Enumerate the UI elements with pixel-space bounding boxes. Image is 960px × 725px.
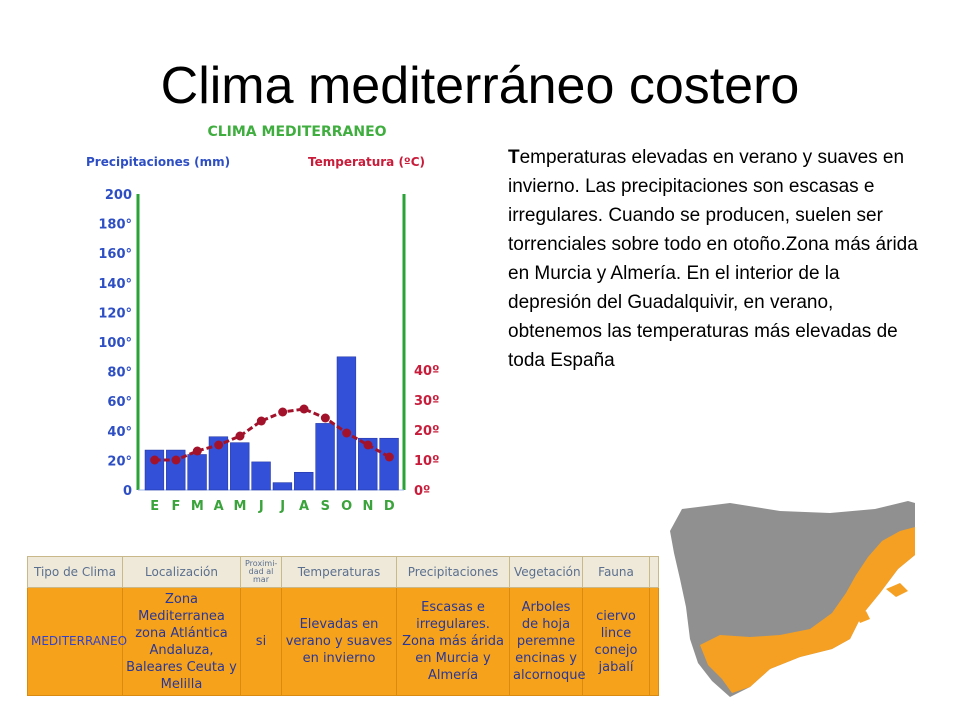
precipitation-bar bbox=[272, 482, 293, 491]
cell-temperaturas: Elevadas en verano y suaves en invierno bbox=[281, 587, 397, 696]
month-label: M bbox=[234, 499, 247, 514]
temperature-point bbox=[235, 431, 245, 441]
climate-chart-svg: CLIMA MEDITERRANEO Precipitaciones (mm) … bbox=[86, 124, 439, 514]
left-axis-tick-label: 200 bbox=[105, 188, 132, 203]
temperature-point bbox=[320, 413, 330, 423]
header-vegetacion: Vegetación bbox=[509, 556, 583, 588]
right-axis-label: Temperatura (ºC) bbox=[308, 155, 425, 169]
spain-map bbox=[660, 497, 915, 720]
right-axis-tick-label: 30º bbox=[414, 394, 439, 409]
precipitation-bar bbox=[379, 437, 399, 491]
cell-tipo-de-clima: MEDITERRANEO bbox=[27, 587, 127, 696]
precipitation-bar bbox=[336, 356, 357, 491]
spain-map-svg bbox=[660, 497, 915, 720]
cell-localizacion: Zona Mediterranea zona Atlántica Andaluz… bbox=[122, 587, 241, 696]
cell-vegetacion: Arboles de hoja peremne encinas y alcorn… bbox=[509, 587, 585, 696]
month-label: M bbox=[191, 499, 204, 514]
cell-proximidad: si bbox=[240, 587, 282, 696]
left-axis-tick-label: 40° bbox=[107, 425, 132, 440]
precipitation-bar bbox=[230, 442, 250, 491]
climate-summary-table: Tipo de Clima Localización Proximi-dad a… bbox=[27, 556, 659, 696]
temperature-point bbox=[363, 440, 373, 450]
header-precipitaciones: Precipitaciones bbox=[396, 556, 510, 588]
right-axis-tick-label: 20º bbox=[414, 424, 439, 439]
temperature-point bbox=[342, 428, 352, 438]
header-tipo-de-clima: Tipo de Clima bbox=[27, 556, 123, 588]
balearic-island bbox=[886, 583, 908, 597]
left-axis-tick-label: 100° bbox=[98, 336, 132, 351]
header-localizacion: Localización bbox=[122, 556, 241, 588]
left-axis-tick-label: 80° bbox=[107, 366, 132, 381]
left-axis-tick-label: 180° bbox=[98, 218, 132, 233]
month-label: N bbox=[363, 499, 374, 514]
climate-description: Temperaturas elevadas en verano y suaves… bbox=[508, 143, 918, 375]
temperature-point bbox=[278, 407, 288, 417]
month-label: O bbox=[341, 499, 352, 514]
mediterranean-coast-region bbox=[700, 527, 915, 693]
left-axis-label: Precipitaciones (mm) bbox=[86, 155, 230, 169]
month-label: A bbox=[299, 499, 309, 514]
temperature-point bbox=[192, 446, 202, 456]
table-row: MEDITERRANEO Zona Mediterranea zona Atlá… bbox=[27, 587, 659, 696]
temperature-point bbox=[214, 440, 224, 450]
cell-fauna: ciervo lince conejo jabalí bbox=[582, 587, 650, 696]
slide-title: Clima mediterráneo costero bbox=[160, 57, 800, 115]
description-drop-letter: T bbox=[508, 147, 520, 168]
right-axis-tick-label: 40º bbox=[414, 364, 439, 379]
cell-extra bbox=[649, 587, 659, 696]
month-label: J bbox=[279, 499, 285, 514]
month-label: J bbox=[258, 499, 264, 514]
left-axis-tick-label: 0 bbox=[123, 484, 132, 499]
header-temperaturas: Temperaturas bbox=[281, 556, 397, 588]
cell-precipitaciones: Escasas e irregulares. Zona más árida en… bbox=[396, 587, 510, 696]
right-axis-tick-label: 0º bbox=[414, 484, 430, 499]
precipitation-bar bbox=[315, 423, 335, 491]
temperature-point bbox=[171, 455, 181, 465]
month-label: A bbox=[214, 499, 224, 514]
precipitation-bar bbox=[251, 461, 271, 491]
temperature-point bbox=[384, 452, 394, 462]
right-axis-tick-label: 10º bbox=[414, 454, 439, 469]
balearic-island bbox=[856, 611, 870, 623]
precipitation-bar bbox=[358, 437, 378, 491]
temperature-point bbox=[150, 455, 160, 465]
climate-chart: CLIMA MEDITERRANEO Precipitaciones (mm) … bbox=[82, 116, 490, 516]
header-extra bbox=[649, 556, 659, 588]
month-label: S bbox=[321, 499, 330, 514]
month-label: D bbox=[384, 499, 395, 514]
left-axis-tick-label: 120° bbox=[98, 306, 132, 321]
precipitation-bar bbox=[208, 436, 229, 491]
left-axis-tick-label: 60° bbox=[107, 395, 132, 410]
table-header-row: Tipo de Clima Localización Proximi-dad a… bbox=[27, 556, 659, 588]
precipitation-bar bbox=[187, 454, 207, 491]
header-proximidad: Proximi-dad al mar bbox=[240, 556, 282, 588]
month-label: E bbox=[150, 499, 159, 514]
left-axis-tick-label: 20° bbox=[107, 454, 132, 469]
chart-title: CLIMA MEDITERRANEO bbox=[207, 124, 386, 140]
precipitation-bar bbox=[294, 471, 314, 491]
temperature-point bbox=[299, 404, 309, 414]
left-axis-tick-label: 140° bbox=[98, 277, 132, 292]
temperature-point bbox=[256, 416, 266, 426]
left-axis-tick-label: 160° bbox=[98, 247, 132, 262]
month-label: F bbox=[172, 499, 181, 514]
description-text: emperaturas elevadas en verano y suaves … bbox=[508, 147, 918, 371]
header-fauna: Fauna bbox=[582, 556, 650, 588]
